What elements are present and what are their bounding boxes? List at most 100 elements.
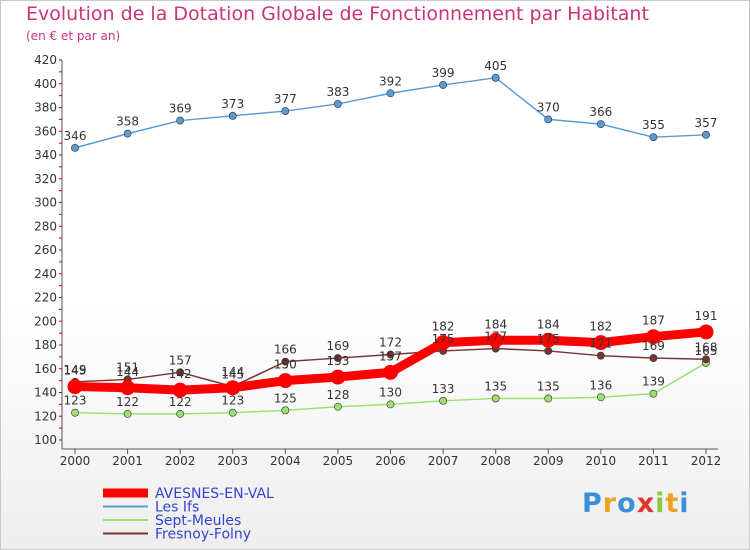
data-label: 157	[379, 349, 402, 363]
data-point	[225, 380, 241, 396]
data-point	[439, 396, 447, 405]
data-label: 191	[695, 309, 718, 323]
data-point	[228, 408, 237, 417]
logo-letter: r	[602, 488, 618, 519]
data-label: 122	[169, 395, 192, 409]
data-point	[228, 111, 237, 120]
legend-label: Fresnoy-Folny	[155, 527, 251, 543]
data-point	[176, 409, 185, 418]
x-tick-label: 2001	[112, 454, 143, 468]
y-tick-label: 280	[34, 219, 57, 233]
y-tick-label: 340	[34, 148, 57, 162]
data-label: 171	[589, 337, 612, 351]
data-label: 157	[169, 353, 192, 367]
y-tick-label: 360	[34, 124, 57, 138]
data-label: 184	[484, 317, 507, 331]
data-label: 153	[326, 354, 349, 368]
x-tick-label: 2004	[270, 454, 301, 468]
data-point	[596, 120, 605, 129]
data-labels: 346 358 369 373 377 383 392 399 405 370 366 355 357 1…	[64, 59, 718, 409]
data-point	[386, 350, 395, 359]
data-label: 370	[537, 100, 560, 114]
data-point	[544, 347, 553, 355]
data-point	[334, 100, 342, 108]
data-point	[702, 355, 710, 364]
data-label: 123	[64, 394, 87, 408]
legend-label: AVESNES-EN-VAL	[155, 486, 274, 502]
y-tick-label: 140	[34, 386, 57, 400]
data-label: 399	[432, 66, 455, 80]
chart-title: Evolution de la Dotation Globale de Fonc…	[26, 3, 649, 25]
x-tick-label: 2006	[375, 454, 406, 468]
data-point	[120, 380, 136, 396]
data-point	[645, 329, 661, 345]
y-tick-label: 220	[34, 291, 57, 305]
y-tick-label: 400	[34, 77, 57, 91]
data-point	[544, 115, 553, 124]
data-point	[649, 133, 658, 142]
y-tick-label: 160	[34, 362, 57, 376]
data-point	[334, 354, 342, 362]
legend-label: Sept-Meules	[155, 513, 241, 529]
x-tick-label: 2002	[165, 454, 196, 468]
data-label: 122	[116, 395, 139, 409]
x-tick-label: 2003	[217, 454, 248, 468]
data-label: 169	[326, 339, 349, 353]
x-tick-label: 2008	[480, 454, 511, 468]
data-point	[71, 143, 79, 152]
data-point	[596, 351, 605, 360]
data-label: 151	[116, 360, 139, 374]
data-label: 187	[642, 314, 665, 328]
x-tick-label: 2005	[323, 454, 354, 468]
data-label: 128	[326, 388, 349, 402]
data-point	[281, 107, 290, 115]
data-point	[540, 332, 556, 348]
x-tick-label: 2011	[638, 454, 669, 468]
data-label: 135	[537, 379, 560, 393]
data-label: 184	[537, 317, 560, 331]
logo-letter: x	[636, 488, 656, 519]
data-label: 166	[274, 343, 297, 357]
data-label: 358	[116, 115, 139, 129]
data-label: 168	[695, 340, 718, 354]
data-point	[649, 389, 658, 398]
data-label: 182	[432, 320, 455, 334]
data-point	[71, 408, 79, 417]
data-label: 392	[379, 74, 402, 88]
data-label: 130	[379, 385, 402, 399]
data-point	[281, 357, 290, 366]
data-label: 405	[484, 59, 507, 73]
data-point	[435, 335, 451, 351]
data-label: 145	[221, 368, 244, 382]
chart-subtitle: (en € et par an)	[26, 29, 121, 43]
logo-letter: t	[665, 488, 680, 519]
data-label: 355	[642, 118, 665, 132]
data-point	[386, 400, 395, 409]
axes: 100 120 140 160 180 200 220 240 260 280 300 320 340 3…	[34, 53, 721, 468]
proxiti-logo: Proxiti	[582, 488, 690, 519]
y-tick-label: 180	[34, 338, 57, 352]
logo-letter: o	[617, 488, 637, 519]
data-point	[544, 394, 553, 403]
data-label: 144	[221, 365, 244, 379]
data-point	[383, 364, 398, 380]
data-label: 125	[274, 391, 297, 405]
data-point	[698, 324, 714, 340]
data-label: 377	[274, 92, 297, 106]
data-point	[123, 129, 132, 138]
data-label: 150	[274, 358, 297, 372]
x-tick-label: 2000	[60, 454, 91, 468]
data-label: 357	[695, 116, 718, 130]
data-label: 139	[642, 375, 665, 389]
data-point	[281, 406, 290, 415]
data-point	[491, 73, 500, 82]
y-tick-label: 300	[34, 196, 57, 210]
data-point	[67, 379, 83, 395]
y-tick-label: 120	[34, 409, 57, 423]
data-label: 172	[379, 336, 402, 350]
data-label: 175	[537, 332, 560, 346]
data-point	[172, 382, 188, 398]
data-point	[702, 130, 710, 139]
